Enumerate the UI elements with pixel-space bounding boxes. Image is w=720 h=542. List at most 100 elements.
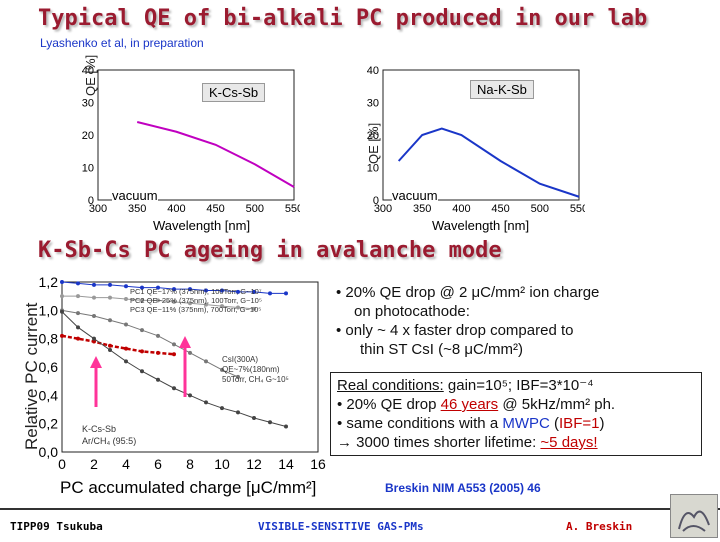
- data-point: [236, 410, 240, 415]
- qe-drop-text: • 20% QE drop: [337, 396, 441, 413]
- x-tick-label: 400: [452, 203, 470, 215]
- data-point: [156, 377, 160, 382]
- y-tick-label: 20: [367, 130, 379, 142]
- bullet-2-cont: thin ST CsI (~8 μC/mm²): [360, 341, 523, 358]
- qe-chart-naksb: 300 350 400 450 500 550 0 10 20 30 40: [367, 65, 585, 215]
- data-point: [172, 352, 176, 357]
- y-tick-label: 10: [367, 163, 379, 175]
- relative-pc-current-label: Relative PC current: [22, 302, 41, 450]
- x-tick-label: 350: [413, 203, 431, 215]
- vacuum-label-2: vacuum: [392, 188, 438, 203]
- mwpc-text: MWPC: [502, 415, 550, 432]
- real-line-2: • 20% QE drop 46 years @ 5kHz/mm² ph.: [337, 395, 695, 414]
- data-point: [252, 416, 256, 420]
- accumulated-charge-label: PC accumulated charge [μC/mm²]: [60, 478, 317, 497]
- data-point: [204, 302, 208, 307]
- x-tick-label: 2: [90, 456, 98, 472]
- data-point: [268, 291, 272, 296]
- label-naksb: Na-K-Sb: [470, 80, 534, 99]
- wavelength-label-1: Wavelength [nm]: [153, 218, 251, 233]
- kcs-line-2: Ar/CH₄ (95:5): [82, 436, 137, 446]
- legend-item-pc2: PC2 QE~25% (375nm), 100Torr, G~10⁵: [130, 296, 262, 305]
- data-point: [124, 359, 128, 364]
- data-point: [140, 328, 144, 333]
- wavelength-label-2: Wavelength [nm]: [432, 218, 530, 233]
- qe-axis-label-2: QE [%]: [366, 122, 381, 164]
- data-point: [76, 325, 80, 330]
- x-tick-label: 500: [246, 203, 264, 215]
- x-tick-label: 300: [374, 203, 392, 215]
- days-value: ~5 days!: [540, 434, 598, 451]
- ageing-chart: 0 2 4 6 8 10 12 14 16 0,0 0,2 0,4 0,6 0,8 1,0 1,2: [39, 274, 326, 472]
- data-point: [236, 305, 240, 310]
- data-point: [188, 301, 192, 306]
- data-point: [108, 318, 112, 323]
- x-tick-label: 550: [570, 203, 585, 215]
- logo-icon: [678, 510, 710, 532]
- data-point: [220, 288, 224, 293]
- data-point: [140, 285, 144, 290]
- data-point: [76, 336, 80, 341]
- real-line-3: • same conditions with a MWPC (IBF=1): [337, 414, 695, 433]
- data-point: [204, 288, 208, 293]
- x-tick-label: 400: [167, 203, 185, 215]
- data-point: [108, 343, 112, 348]
- gain-ibf: gain=10⁵; IBF=3*10⁻⁴: [443, 377, 594, 394]
- y-tick-label: 0,8: [39, 331, 59, 347]
- data-point: [220, 367, 224, 372]
- vacuum-label-1: vacuum: [112, 188, 158, 203]
- data-point: [204, 359, 208, 364]
- y-tick-label: 30: [367, 98, 379, 110]
- real-line-1: Real conditions: gain=10⁵; IBF=3*10⁻⁴: [337, 376, 695, 395]
- x-tick-label: 450: [491, 203, 509, 215]
- x-tick-label: 16: [310, 456, 326, 472]
- series-line: [61, 309, 239, 378]
- data-point: [156, 285, 160, 290]
- paren-open: (: [549, 415, 560, 432]
- data-point: [172, 287, 176, 292]
- data-point: [108, 348, 112, 352]
- x-tick-label: 0: [58, 456, 66, 472]
- data-point: [108, 282, 112, 287]
- x-tick-label: 450: [206, 203, 224, 215]
- arrow-head-2: [179, 336, 191, 348]
- data-point: [60, 280, 64, 284]
- real-line-4: → 3000 times shorter lifetime: ~5 days!: [337, 433, 695, 452]
- qe-curve-naksb: [397, 127, 580, 198]
- footer-right: A. Breskin: [566, 520, 633, 533]
- qe-curve-kcssb: [136, 121, 295, 188]
- csi-annotation: CsI(300A) QE~7%(180nm) 50Torr, CH₄ G~10⁵: [222, 355, 289, 385]
- y-tick-label: 0,0: [39, 444, 59, 460]
- data-point: [60, 333, 64, 338]
- data-point: [156, 350, 160, 355]
- weizmann-logo: [670, 494, 718, 538]
- data-point: [124, 284, 128, 289]
- legend-item-pc1: PC1 QE~17% (375nm), 100Torr, G~10⁷: [130, 287, 262, 296]
- data-point: [236, 289, 240, 294]
- arrow-head-1: [90, 356, 102, 368]
- data-point: [140, 369, 144, 374]
- data-point: [124, 346, 128, 351]
- data-point: [60, 294, 64, 299]
- kcs-annotation: K-Cs-Sb Ar/CH₄ (95:5): [82, 423, 136, 447]
- x-tick-label: 8: [186, 456, 194, 472]
- x-tick-label: 4: [122, 456, 130, 472]
- x-tick-label: 10: [214, 456, 230, 472]
- slide-title: Typical QE of bi-alkali PC produced in o…: [38, 6, 648, 31]
- real-conditions-heading: Real conditions:: [337, 377, 444, 394]
- data-point: [92, 336, 96, 341]
- data-point: [92, 282, 96, 287]
- data-point: [124, 297, 128, 301]
- legend-item-pc3: PC3 QE~11% (375nm), 700Torr, G~10⁵: [130, 305, 262, 314]
- y-tick-label: 0,2: [39, 416, 59, 432]
- data-point: [156, 333, 160, 338]
- lifetime-text: → 3000 times shorter lifetime:: [337, 434, 541, 451]
- data-point: [92, 339, 96, 344]
- data-point: [188, 287, 192, 292]
- csi-line-3: 50Torr, CH₄ G~10⁵: [222, 375, 289, 384]
- x-tick-label: 550: [285, 203, 300, 215]
- data-point: [188, 350, 192, 355]
- data-point: [236, 374, 240, 379]
- real-conditions-box: Real conditions: gain=10⁵; IBF=3*10⁻⁴ • …: [330, 372, 702, 456]
- x-tick-label: 12: [246, 456, 262, 472]
